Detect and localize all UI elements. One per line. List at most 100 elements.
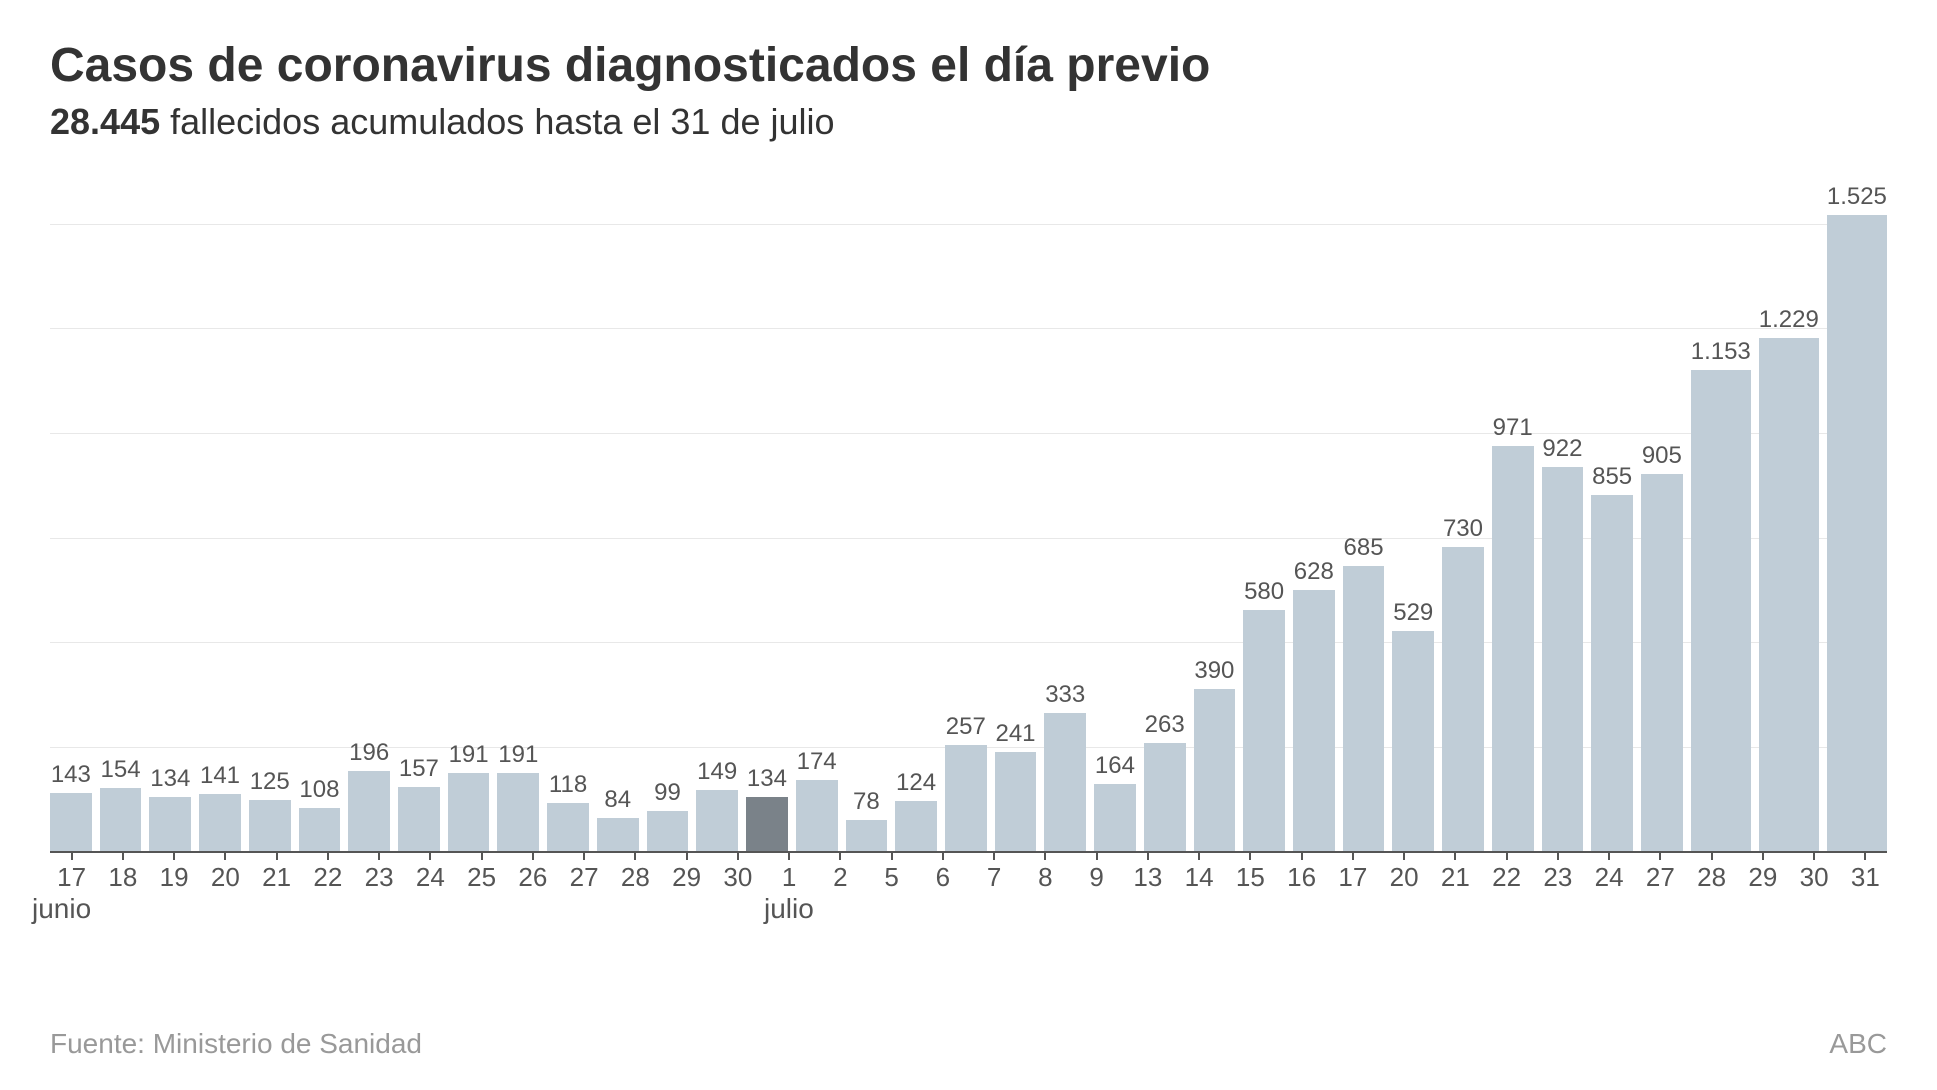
x-tick: 31 — [1844, 853, 1887, 893]
bar-value-label: 143 — [51, 761, 91, 789]
plot-region: 1431541341411251081961571911911188499149… — [50, 183, 1887, 853]
tick-label: 17 — [1338, 862, 1367, 893]
bar — [1691, 370, 1751, 853]
tick-label: 30 — [1800, 862, 1829, 893]
x-tick: 24 — [1588, 853, 1631, 893]
bar-wrap: 108 — [299, 183, 341, 853]
x-tick: 8 — [1024, 853, 1067, 893]
bar-value-label: 125 — [250, 768, 290, 796]
bar-value-label: 157 — [399, 755, 439, 783]
x-tick: 26 — [511, 853, 554, 893]
bar-wrap: 855 — [1591, 183, 1633, 853]
bar — [249, 800, 291, 852]
x-tick: 17 — [50, 853, 93, 893]
bar-wrap: 196 — [348, 183, 390, 853]
bar — [348, 771, 390, 853]
bar — [1144, 743, 1186, 853]
bar-wrap: 1.229 — [1759, 183, 1819, 853]
tick-label: 27 — [570, 862, 599, 893]
x-ticks: 1718192021222324252627282930125678913141… — [50, 853, 1887, 893]
tick-label: 22 — [1492, 862, 1521, 893]
subtitle-text: fallecidos acumulados hasta el 31 de jul… — [160, 101, 834, 142]
tick-label: 31 — [1851, 862, 1880, 893]
bar-value-label: 124 — [896, 769, 936, 797]
tick-label: 28 — [621, 862, 650, 893]
bar-wrap: 628 — [1293, 183, 1335, 853]
bar-value-label: 390 — [1194, 657, 1234, 685]
tick-label: 18 — [108, 862, 137, 893]
x-tick: 28 — [614, 853, 657, 893]
tick-label: 23 — [365, 862, 394, 893]
tick-mark — [1659, 853, 1661, 860]
tick-mark — [532, 853, 534, 860]
x-tick: 15 — [1229, 853, 1272, 893]
bar-wrap: 164 — [1094, 183, 1136, 853]
bar — [299, 808, 341, 853]
bar-value-label: 141 — [200, 762, 240, 790]
bar-wrap: 333 — [1044, 183, 1086, 853]
bar-value-label: 164 — [1095, 752, 1135, 780]
tick-mark — [1352, 853, 1354, 860]
tick-mark — [1813, 853, 1815, 860]
tick-mark — [429, 853, 431, 860]
tick-label: 30 — [723, 862, 752, 893]
bar-value-label: 191 — [498, 741, 538, 769]
tick-label: 27 — [1646, 862, 1675, 893]
tick-mark — [942, 853, 944, 860]
bar — [846, 820, 888, 853]
tick-mark — [224, 853, 226, 860]
tick-mark — [839, 853, 841, 860]
x-tick: 1 — [768, 853, 811, 893]
x-tick: 27 — [563, 853, 606, 893]
bar — [50, 793, 92, 853]
bar — [1759, 338, 1819, 853]
chart-title: Casos de coronavirus diagnosticados el d… — [50, 40, 1887, 93]
bar-value-label: 154 — [101, 756, 141, 784]
tick-label: 21 — [1441, 862, 1470, 893]
tick-label: 29 — [1748, 862, 1777, 893]
tick-label: 15 — [1236, 862, 1265, 893]
bar-value-label: 333 — [1045, 681, 1085, 709]
bar — [1194, 689, 1236, 852]
bar-wrap: 685 — [1343, 183, 1385, 853]
tick-label: 25 — [467, 862, 496, 893]
bar-value-label: 191 — [449, 741, 489, 769]
tick-mark — [583, 853, 585, 860]
bar-value-label: 108 — [299, 776, 339, 804]
tick-label: 5 — [884, 862, 898, 893]
tick-mark — [1557, 853, 1559, 860]
tick-label: 26 — [518, 862, 547, 893]
bar — [1591, 495, 1633, 853]
bar-wrap: 124 — [895, 183, 937, 853]
bar-value-label: 257 — [946, 713, 986, 741]
bar — [647, 811, 689, 852]
bar-wrap: 390 — [1194, 183, 1236, 853]
bar — [100, 788, 142, 852]
chart-footer: Fuente: Ministerio de Sanidad ABC — [50, 1028, 1887, 1060]
bar-wrap: 905 — [1641, 183, 1683, 853]
x-tick: 21 — [1434, 853, 1477, 893]
bar-wrap: 580 — [1243, 183, 1285, 853]
tick-label: 24 — [1595, 862, 1624, 893]
x-tick: 22 — [306, 853, 349, 893]
x-tick: 27 — [1639, 853, 1682, 893]
x-tick: 2 — [819, 853, 862, 893]
bar — [796, 780, 838, 853]
tick-label: 22 — [313, 862, 342, 893]
tick-mark — [634, 853, 636, 860]
bar — [1442, 547, 1484, 853]
tick-label: 1 — [782, 862, 796, 893]
bar-value-label: 971 — [1493, 414, 1533, 442]
tick-mark — [1608, 853, 1610, 860]
bar-value-label: 263 — [1145, 711, 1185, 739]
tick-mark — [1301, 853, 1303, 860]
x-tick: 23 — [1536, 853, 1579, 893]
bar — [597, 818, 639, 853]
bar-wrap: 154 — [100, 183, 142, 853]
bar — [895, 801, 937, 853]
tick-mark — [737, 853, 739, 860]
tick-mark — [1096, 853, 1098, 860]
month-label: junio — [32, 893, 91, 925]
bar-value-label: 241 — [995, 720, 1035, 748]
bar — [398, 787, 440, 853]
